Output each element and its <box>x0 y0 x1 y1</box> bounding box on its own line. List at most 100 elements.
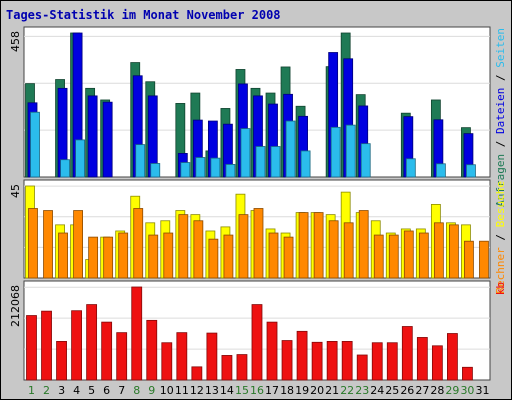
bar-rechner-day-16 <box>253 208 264 279</box>
day-label-21: 21 <box>325 384 339 397</box>
day-label-2: 2 <box>43 384 50 397</box>
legend-traffic: kb <box>494 282 507 295</box>
day-label-28: 28 <box>430 384 444 397</box>
day-label-10: 10 <box>160 384 174 397</box>
bar-rechner-day-12 <box>193 220 204 279</box>
day-label-18: 18 <box>280 384 294 397</box>
bar-seiten-day-16 <box>255 146 266 178</box>
bar-kb-day-24 <box>371 342 383 381</box>
bar-rechner-day-22 <box>343 222 354 279</box>
day-label-30: 30 <box>460 384 474 397</box>
day-label-31: 31 <box>475 384 489 397</box>
bar-seiten-day-14 <box>225 164 236 178</box>
bar-kb-day-25 <box>386 342 398 381</box>
day-label-11: 11 <box>175 384 189 397</box>
scale-max-label-visits: 45 <box>9 184 22 198</box>
day-label-7: 7 <box>118 384 125 397</box>
bar-kb-day-17 <box>266 321 278 381</box>
bar-seiten-day-1 <box>30 111 40 178</box>
bar-rechner-day-31 <box>479 240 489 279</box>
day-label-25: 25 <box>385 384 399 397</box>
bar-kb-day-9 <box>146 319 158 381</box>
bar-kb-day-28 <box>431 345 443 381</box>
bar-kb-day-14 <box>221 355 233 381</box>
bar-rechner-day-9 <box>148 234 159 279</box>
bar-kb-day-23 <box>356 354 368 381</box>
bar-seiten-day-19 <box>300 150 311 178</box>
bar-kb-day-3 <box>56 341 67 381</box>
day-label-17: 17 <box>265 384 279 397</box>
bar-kb-day-4 <box>71 310 82 381</box>
bar-seiten-day-9 <box>150 163 161 178</box>
legend-entry-visits-0: Rechner <box>494 247 507 294</box>
bar-kb-day-16 <box>251 304 263 381</box>
bar-kb-day-30 <box>462 366 473 381</box>
bar-seiten-day-30 <box>466 164 476 178</box>
bar-seiten-day-8 <box>135 144 146 178</box>
bar-kb-day-18 <box>281 340 293 381</box>
bar-kb-day-5 <box>86 304 98 381</box>
day-label-6: 6 <box>103 384 110 397</box>
legend-entry-visits-1: / <box>494 227 507 247</box>
bar-rechner-day-23 <box>358 210 369 279</box>
bar-rechner-day-28 <box>433 222 444 279</box>
day-label-24: 24 <box>370 384 384 397</box>
bar-rechner-day-18 <box>283 236 294 279</box>
bar-rechner-day-2 <box>43 210 53 279</box>
day-label-5: 5 <box>88 384 95 397</box>
bar-rechner-day-1 <box>28 208 38 279</box>
bar-seiten-day-28 <box>435 163 446 178</box>
bar-kb-day-7 <box>116 332 128 381</box>
bar-kb-day-2 <box>41 310 52 381</box>
day-label-9: 9 <box>148 384 155 397</box>
bar-rechner-day-29 <box>449 224 459 279</box>
day-label-8: 8 <box>133 384 140 397</box>
bar-kb-day-11 <box>176 332 188 381</box>
legend-entry-traffic-0: kb <box>494 282 507 295</box>
bar-dateien-day-5 <box>87 95 98 178</box>
bar-rechner-day-15 <box>238 214 249 279</box>
legend-requests: Anfragen / Dateien / Seiten <box>494 28 507 207</box>
bar-seiten-day-15 <box>240 128 251 178</box>
day-label-29: 29 <box>445 384 459 397</box>
bar-rechner-day-20 <box>313 212 324 279</box>
day-label-23: 23 <box>355 384 369 397</box>
legend-entry-visits-2: Besuche <box>494 181 507 227</box>
bar-rechner-day-26 <box>403 230 414 279</box>
day-label-12: 12 <box>190 384 204 397</box>
bar-kb-day-12 <box>191 366 203 381</box>
day-label-14: 14 <box>220 384 234 397</box>
day-label-16: 16 <box>250 384 264 397</box>
bar-kb-day-15 <box>236 354 248 381</box>
bar-seiten-day-17 <box>270 146 281 178</box>
bar-seiten-day-3 <box>60 159 70 178</box>
day-label-15: 15 <box>235 384 249 397</box>
bar-seiten-day-11 <box>180 162 191 178</box>
bar-seiten-day-26 <box>405 158 416 178</box>
chart-title: Tages-Statistik im Monat November 2008 <box>6 8 281 22</box>
bar-seiten-day-18 <box>285 120 296 178</box>
day-label-26: 26 <box>400 384 414 397</box>
legend-entry-requests-0: Anfragen <box>494 154 507 207</box>
day-label-20: 20 <box>310 384 324 397</box>
bar-rechner-day-10 <box>163 232 174 279</box>
bar-rechner-day-8 <box>133 208 144 279</box>
legend-entry-requests-2: Dateien <box>494 88 507 134</box>
day-label-13: 13 <box>205 384 219 397</box>
bar-rechner-day-7 <box>118 232 129 279</box>
bar-rechner-day-25 <box>388 234 399 279</box>
bar-kb-day-6 <box>101 321 113 381</box>
bar-kb-day-27 <box>416 337 428 381</box>
bar-rechner-day-11 <box>178 214 189 279</box>
legend-entry-requests-4: Seiten <box>494 28 507 68</box>
bar-kb-day-8 <box>131 286 143 381</box>
day-label-1: 1 <box>28 384 35 397</box>
bar-rechner-day-5 <box>88 236 99 279</box>
bar-rechner-day-30 <box>464 240 474 279</box>
bar-kb-day-19 <box>296 330 308 381</box>
scale-max-label-traffic: 212068 <box>9 285 22 327</box>
scale-max-label-requests: 458 <box>9 31 22 52</box>
bar-rechner-day-4 <box>73 210 83 279</box>
